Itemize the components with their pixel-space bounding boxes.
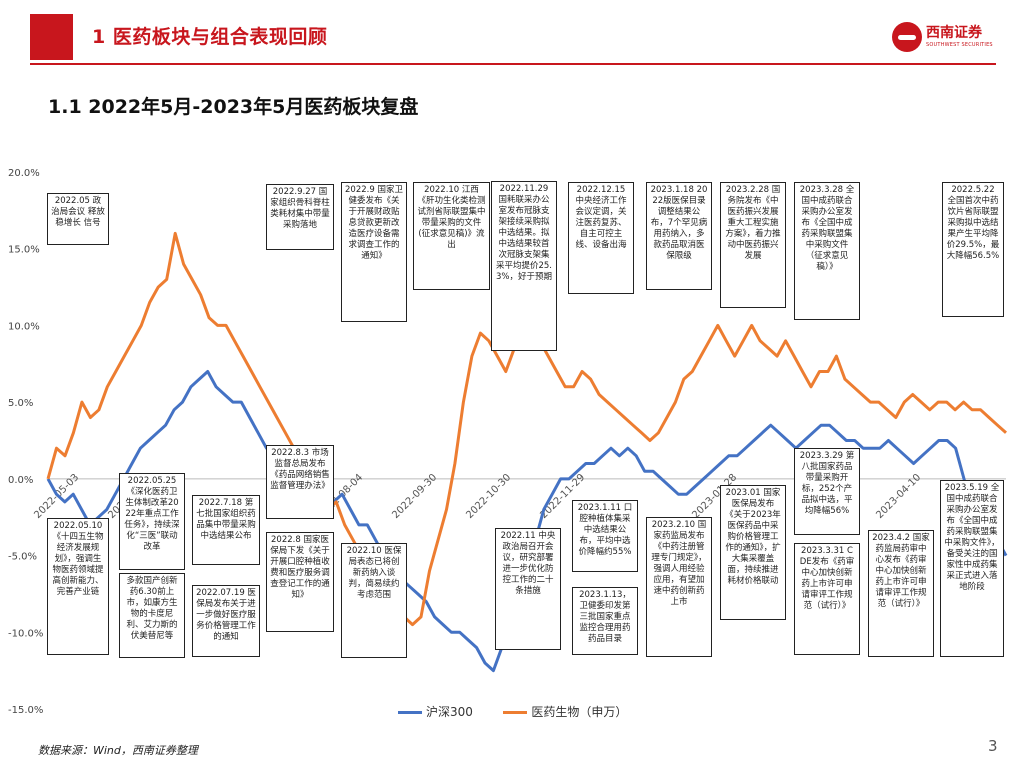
annotation-box: 2022.11 中央政治局召开会议，研究部署进一步优化防控工作的二十条措施 — [495, 528, 561, 650]
annotation-box: 2022.10 江西《肝功生化类检测试剂省际联盟集中带量采购的文件(征求意见稿)… — [413, 182, 490, 290]
section-title: 1 医药板块与组合表现回顾 — [92, 26, 328, 48]
data-source-note: 数据来源：Wind，西南证券整理 — [38, 744, 198, 757]
logo-mark-icon — [892, 22, 922, 52]
legend-label-pharma: 医药生物（申万） — [531, 705, 628, 719]
slide-subtitle: 1.1 2022年5月-2023年5月医药板块复盘 — [48, 96, 419, 118]
annotation-box: 2023.4.2 国家药监局药审中心发布《药审中心加快创新药上市许可申请审评工作… — [868, 530, 934, 657]
y-tick-label: -10.0% — [8, 628, 43, 639]
x-tick-label: 2022-10-30 — [464, 472, 513, 521]
annotation-box: 2022.10 医保局表态已将创新药纳入谈判，简易续约考虑范围 — [341, 543, 407, 658]
logo-text-en: SOUTHWEST SECURITIES — [926, 42, 993, 48]
annotation-box: 2022.7.18 第七批国家组织药品集中带量采购中选结果公布 — [192, 495, 260, 565]
annotation-box: 2023.1.11 口腔种植体集采中选结果公布，平均中选价降幅约55% — [572, 500, 638, 572]
annotation-box: 2023.5.19 全国中成药联合采购办公室发布《全国中成药采购联盟集中采购文件… — [940, 480, 1004, 657]
legend-swatch-hs300 — [398, 711, 422, 714]
y-tick-label: -15.0% — [8, 705, 43, 716]
annotation-box: 2022.8.3 市场监督总局发布《药品网络销售监督管理办法》 — [266, 445, 334, 519]
legend-item-pharma: 医药生物（申万） — [503, 705, 627, 719]
logo-text-cn: 西南证券 — [926, 25, 982, 41]
annotation-box: 2022.05.10《十四五生物经济发展规划》，强调生物医药领域提高创新能力、完… — [47, 518, 109, 655]
annotation-box: 2022.9 国家卫健委发布《关于开展财政贴息贷款更新改造医疗设备需求调查工作的… — [341, 182, 407, 322]
annotation-box: 2023.2.28 国务院发布《中医药振兴发展重大工程实施方案》，着力推动中医药… — [720, 182, 786, 308]
annotation-box: 2022.12.15 中央经济工作会议定调，关注医药复苏、自主可控主线、设备出海 — [568, 182, 634, 294]
annotation-box: 2023.1.18 2022版医保目录调整结果公布，7个罕见病用药纳入，多款药品… — [646, 182, 712, 290]
annotation-box: 2023.3.28 全国中成药联合采购办公室发布《全国中成药采购联盟集中采购文件… — [794, 182, 860, 320]
annotation-box: 2023.3.31 CDE发布《药审中心加快创新药上市许可申请审评工作规范（试行… — [794, 543, 860, 655]
y-tick-label: 10.0% — [8, 321, 40, 332]
annotation-box: 多款国产创新药6.30前上市，如康方生物的卡度尼利、艾力斯的伏美替尼等 — [119, 573, 185, 658]
x-tick-label: 2023-04-10 — [874, 472, 923, 521]
annotation-box: 2022.9.27 国家组织骨科脊柱类耗材集中带量采购落地 — [266, 184, 334, 250]
annotation-box: 2022.07.19 医保局发布关于进一步做好医疗服务价格管理工作的通知 — [192, 585, 260, 657]
annotation-box: 2022.8 国家医保局下发《关于开展口腔种植收费和医疗服务调查登记工作的通知》 — [266, 532, 334, 632]
annotation-box: 2023.01 国家医保局发布《关于2023年医保药品中采购价格管理工作的通知》… — [720, 485, 786, 620]
page-number: 3 — [988, 737, 998, 755]
company-logo: 西南证券 SOUTHWEST SECURITIES — [892, 20, 997, 56]
y-tick-label: 5.0% — [8, 398, 33, 409]
annotation-box: 2022.05 政治局会议 释放稳增长 信号 — [47, 193, 109, 245]
annotation-box: 2022.05.25《深化医药卫生体制改革2022年重点工作任务》，持续深化“三… — [119, 473, 185, 570]
header-red-block — [30, 14, 73, 60]
y-tick-label: 20.0% — [8, 168, 40, 179]
annotation-box: 2022.11.29 国耗联采办公室发布冠脉支架接续采购拟中选结果。拟中选结果较… — [491, 181, 557, 351]
y-tick-label: 0.0% — [8, 475, 33, 486]
annotation-box: 2023.3.29 第八批国家药品带量采购开标，252个产品拟中选，平均降幅56… — [794, 448, 860, 535]
annotation-box: 2022.5.22 全国首次中药饮片省际联盟采购拟中选结果产生平均降价29.5%… — [942, 182, 1004, 317]
header-divider — [30, 63, 996, 65]
y-tick-label: 15.0% — [8, 245, 40, 256]
legend-swatch-pharma — [503, 711, 528, 714]
legend-label-hs300: 沪深300 — [426, 705, 473, 719]
x-tick-label: 2022-09-30 — [390, 472, 439, 521]
legend-item-hs300: 沪深300 — [398, 705, 473, 719]
annotation-box: 2023.1.13，卫健委印发第三批国家重点监控合理用药药品目录 — [572, 587, 638, 655]
annotation-box: 2023.2.10 国家药监局发布《中药注册管理专门规定》，强调人用经验应用，有… — [646, 517, 712, 657]
y-tick-label: -5.0% — [8, 552, 37, 563]
chart-legend: 沪深300 医药生物（申万） — [398, 703, 627, 720]
